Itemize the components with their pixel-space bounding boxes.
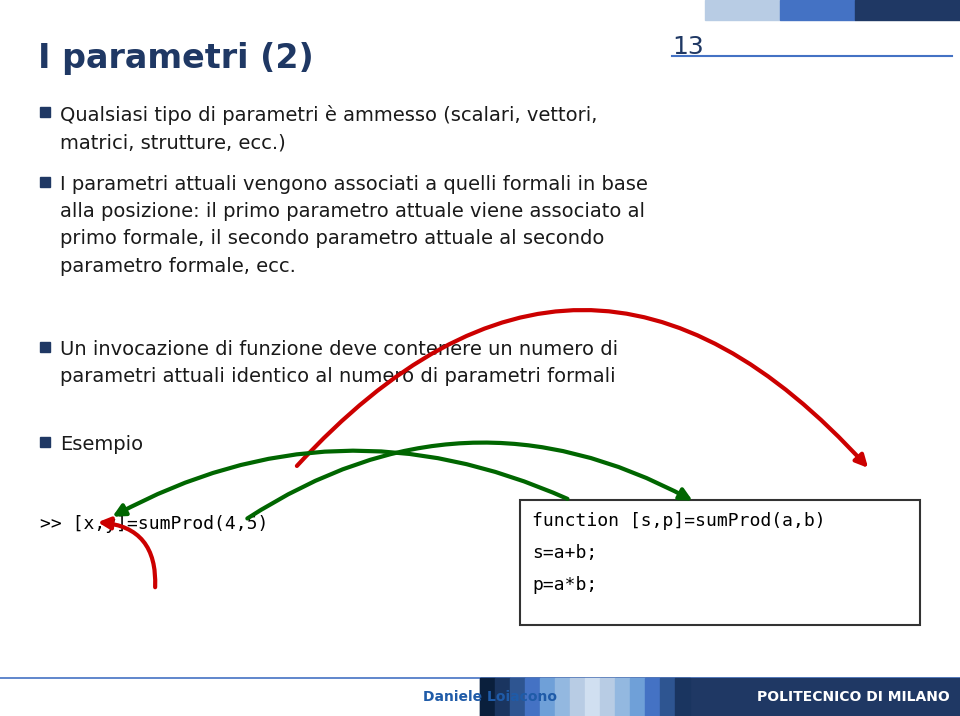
Text: Daniele Loiacono: Daniele Loiacono [423, 690, 557, 704]
Bar [675, 678, 690, 716]
Text: p=a*b;: p=a*b; [532, 576, 597, 594]
Bar [40, 107, 50, 117]
Text: I parametri attuali vengono associati a quelli formali in base
alla posizione: i: I parametri attuali vengono associati a … [60, 175, 648, 276]
Bar [855, 0, 960, 20]
FancyArrowPatch shape [103, 518, 156, 587]
Text: POLITECNICO DI MILANO: POLITECNICO DI MILANO [757, 690, 950, 704]
Text: Un invocazione di funzione deve contenere un numero di
parametri attuali identic: Un invocazione di funzione deve contener… [60, 340, 618, 386]
Text: 13: 13 [672, 35, 704, 59]
Text: I parametri (2): I parametri (2) [38, 42, 314, 75]
Bar [615, 678, 630, 716]
Bar [525, 678, 540, 716]
Bar [40, 177, 50, 187]
Bar [520, 500, 920, 625]
Text: Qualsiasi tipo di parametri è ammesso (scalari, vettori,
matrici, strutture, ecc: Qualsiasi tipo di parametri è ammesso (s… [60, 105, 597, 153]
Bar [510, 678, 525, 716]
FancyArrowPatch shape [248, 442, 688, 518]
Bar [660, 678, 675, 716]
Bar [630, 678, 645, 716]
FancyArrowPatch shape [116, 450, 567, 514]
Text: Esempio: Esempio [60, 435, 143, 454]
Bar [495, 678, 510, 716]
Text: function [s,p]=sumProd(a,b): function [s,p]=sumProd(a,b) [532, 512, 826, 530]
Bar [555, 678, 570, 716]
Bar [780, 0, 855, 20]
Bar [645, 678, 660, 716]
Bar [570, 678, 585, 716]
Text: >> [x,y]=sumProd(4,5): >> [x,y]=sumProd(4,5) [40, 515, 269, 533]
Bar [480, 678, 495, 716]
Text: s=a+b;: s=a+b; [532, 544, 597, 562]
Bar [480, 678, 960, 716]
Bar [40, 342, 50, 352]
Bar [585, 678, 600, 716]
Bar [540, 678, 555, 716]
Bar [600, 678, 615, 716]
Bar [40, 437, 50, 447]
Bar [705, 0, 780, 20]
FancyArrowPatch shape [297, 310, 865, 466]
